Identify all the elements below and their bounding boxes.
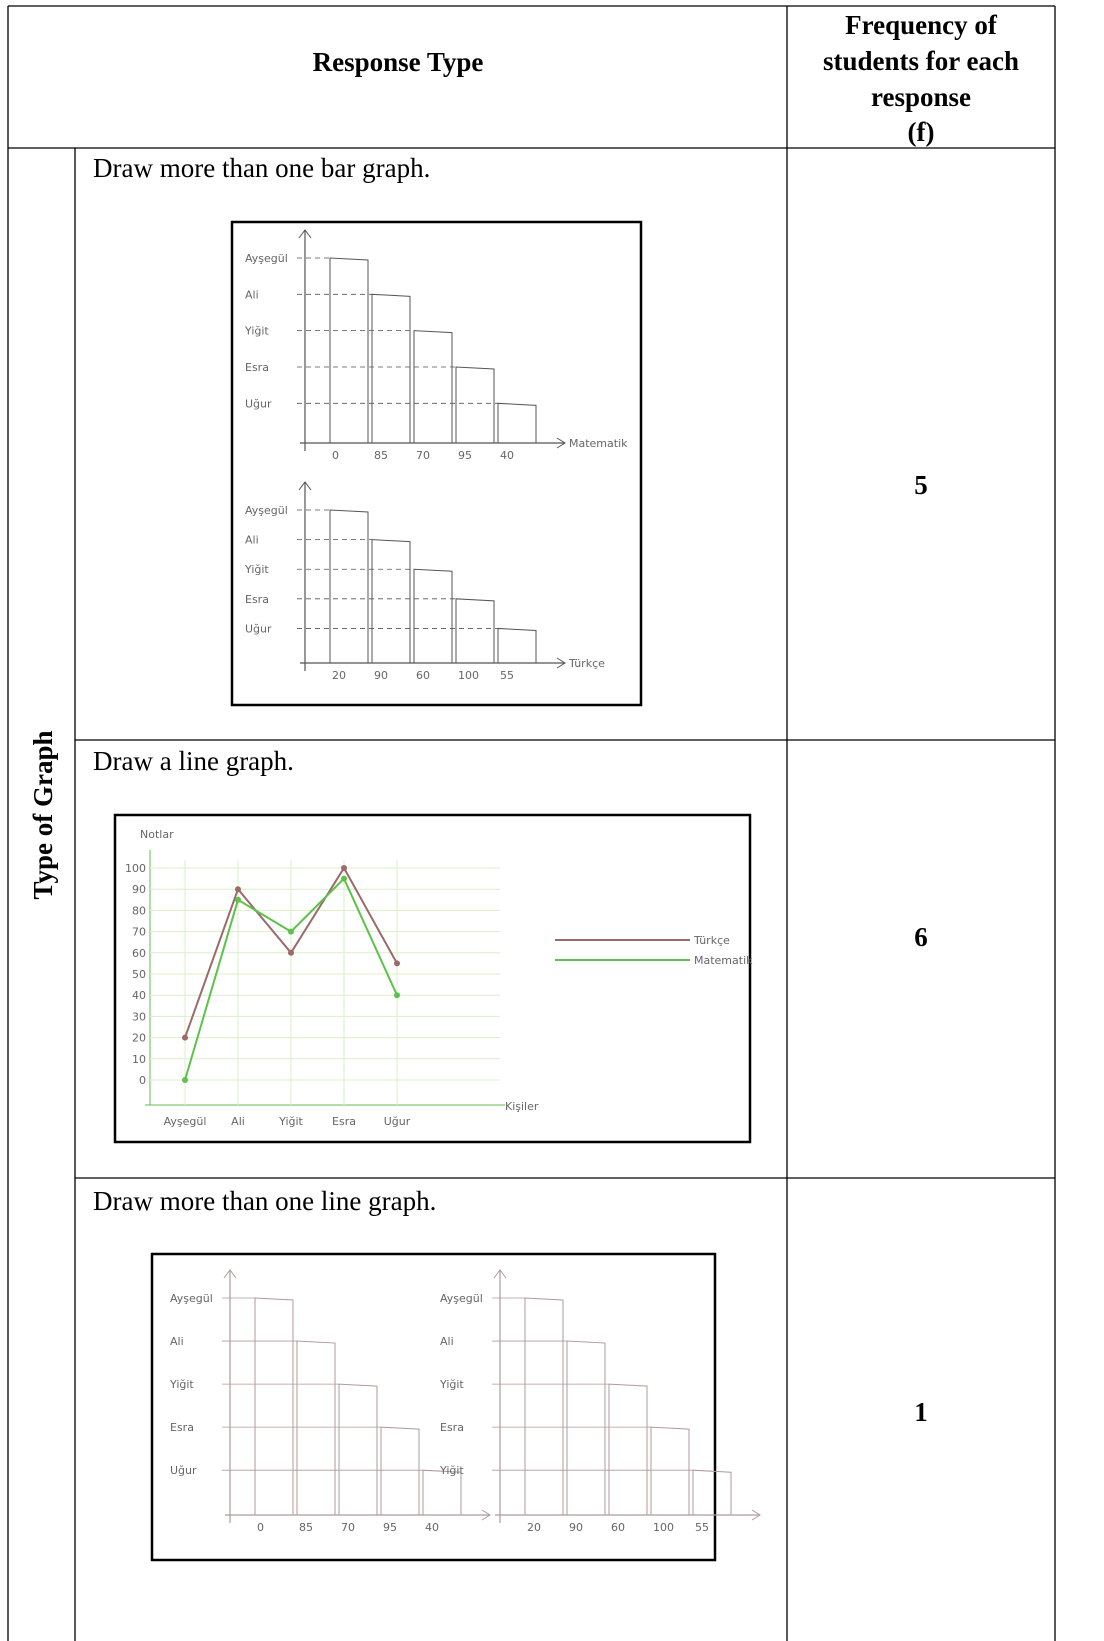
series-point <box>235 886 241 892</box>
y-tick-label: 60 <box>132 947 146 960</box>
x-tick-label: Ayşegül <box>164 1115 207 1128</box>
series-point <box>288 950 294 956</box>
series-point <box>394 992 400 998</box>
sketch-label: 90 <box>374 669 388 682</box>
y-tick-label: 70 <box>132 926 146 939</box>
sketch-label: Matematik <box>569 437 628 450</box>
series-point <box>394 960 400 966</box>
sketch-label: 20 <box>332 669 346 682</box>
sketch-label: Esra <box>245 593 269 606</box>
sketch-label: Ali <box>170 1335 184 1348</box>
sketch-frame <box>115 815 750 1142</box>
sketch-label: 100 <box>653 1521 674 1534</box>
y-tick-label: 40 <box>132 989 146 1002</box>
sketch-label: 70 <box>416 449 430 462</box>
sketch-label: Esra <box>245 361 269 374</box>
sketch-label: Yiğit <box>169 1378 194 1391</box>
response-text: Draw more than one bar graph. <box>93 153 430 183</box>
series-point <box>341 876 347 882</box>
header-response-type: Response Type <box>313 47 484 77</box>
x-tick-label: Esra <box>332 1115 356 1128</box>
y-tick-label: 80 <box>132 904 146 917</box>
legend-label: Matematik <box>694 954 753 967</box>
sketch-label: Ayşegül <box>440 1292 483 1305</box>
sketch-label: Ayşegül <box>170 1292 213 1305</box>
x-tick-label: Ali <box>231 1115 245 1128</box>
y-tick-label: 0 <box>139 1074 146 1087</box>
sketch-label: 55 <box>695 1521 709 1534</box>
series-point <box>288 929 294 935</box>
frequency-value: 5 <box>914 470 928 500</box>
sketch-label: Yiğit <box>244 563 269 576</box>
header-frequency: students for each <box>823 46 1019 76</box>
sketch-label: Uğur <box>170 1464 197 1477</box>
sketch-frame <box>152 1254 715 1560</box>
sketch-label: 0 <box>257 1521 264 1534</box>
frequency-value: 6 <box>914 922 928 952</box>
legend-label: Türkçe <box>693 934 730 947</box>
y-tick-label: 90 <box>132 883 146 896</box>
sketch-label: Ali <box>245 534 259 547</box>
sketch-label: 0 <box>332 449 339 462</box>
y-tick-label: 10 <box>132 1053 146 1066</box>
sketch-label: Yiğit <box>439 1464 464 1477</box>
sketch-label: 90 <box>569 1521 583 1534</box>
sketch-label: Uğur <box>245 622 272 635</box>
series-point <box>182 1077 188 1083</box>
sketch-label: 70 <box>341 1521 355 1534</box>
series-point <box>235 897 241 903</box>
response-text: Draw a line graph. <box>93 746 294 776</box>
sketch-label: Ayşegül <box>245 252 288 265</box>
sketch-label: 55 <box>500 669 514 682</box>
sketch-label: Ali <box>245 288 259 301</box>
header-frequency: Frequency of <box>845 10 998 40</box>
series-point <box>182 1035 188 1041</box>
sketch-label: Ali <box>440 1335 454 1348</box>
response-text: Draw more than one line graph. <box>93 1186 436 1216</box>
y-tick-label: 100 <box>125 862 146 875</box>
sketch-label: 20 <box>527 1521 541 1534</box>
header-frequency: (f) <box>908 117 935 147</box>
row-group-label: Type of Graph <box>28 730 58 899</box>
sketch-label: 60 <box>611 1521 625 1534</box>
sketch-label: Yiğit <box>439 1378 464 1391</box>
frequency-value: 1 <box>914 1397 928 1427</box>
sketch-label: 100 <box>458 669 479 682</box>
sketch-label: 40 <box>500 449 514 462</box>
page: Response Type Frequency of students for … <box>0 0 1104 1641</box>
sketch-label: Notlar <box>140 828 174 841</box>
sketch-frame <box>232 222 641 705</box>
series-point <box>341 865 347 871</box>
sketch-label: 95 <box>458 449 472 462</box>
sketch-label: Kişiler <box>505 1100 539 1113</box>
sketch-label: 85 <box>299 1521 313 1534</box>
sketch-label: Ayşegül <box>245 504 288 517</box>
y-tick-label: 50 <box>132 968 146 981</box>
sketch-label: 85 <box>374 449 388 462</box>
sketch-label: Esra <box>170 1421 194 1434</box>
y-tick-label: 30 <box>132 1010 146 1023</box>
sketch-label: 60 <box>416 669 430 682</box>
sketch-label: 95 <box>383 1521 397 1534</box>
sketch-label: Esra <box>440 1421 464 1434</box>
header-frequency: response <box>871 82 971 112</box>
y-tick-label: 20 <box>132 1032 146 1045</box>
x-tick-label: Uğur <box>384 1115 411 1128</box>
x-tick-label: Yiğit <box>278 1115 303 1128</box>
sketch-label: Yiğit <box>244 325 269 338</box>
sketch-label: Türkçe <box>568 657 605 670</box>
sketch-label: Uğur <box>245 397 272 410</box>
sketch-label: 40 <box>425 1521 439 1534</box>
